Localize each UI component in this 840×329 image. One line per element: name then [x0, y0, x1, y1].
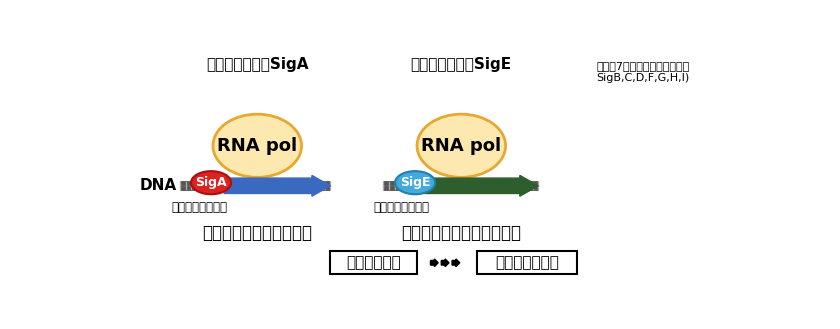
Text: RNA pol: RNA pol	[218, 137, 297, 155]
Text: プロモーター領域: プロモーター領域	[171, 201, 228, 214]
FancyArrow shape	[431, 259, 438, 266]
Text: DNA: DNA	[139, 178, 176, 193]
Ellipse shape	[213, 114, 302, 177]
Bar	[477, 251, 577, 274]
Text: プロモーター領域: プロモーター領域	[373, 201, 429, 214]
Ellipse shape	[395, 171, 435, 194]
FancyArrow shape	[441, 259, 449, 266]
Ellipse shape	[191, 171, 231, 194]
Text: SigB,C,D,F,G,H,I): SigB,C,D,F,G,H,I)	[596, 73, 690, 83]
Text: SigA: SigA	[195, 176, 227, 189]
Bar	[330, 251, 417, 274]
Text: SigE: SigE	[400, 176, 430, 189]
Ellipse shape	[417, 114, 506, 177]
Text: 糖分解に関する遺伝子など: 糖分解に関する遺伝子など	[402, 224, 522, 242]
Text: 主要シグマ因子SigA: 主要シグマ因子SigA	[206, 57, 308, 72]
Text: RNA pol: RNA pol	[421, 137, 501, 155]
Text: （他に7種類の代替シグマ因子: （他に7種類の代替シグマ因子	[596, 61, 690, 71]
Text: 代替シグマ因子SigE: 代替シグマ因子SigE	[411, 57, 512, 72]
FancyArrow shape	[424, 175, 538, 196]
Text: バイオプラ原料: バイオプラ原料	[495, 255, 559, 270]
Text: グリコーゲン: グリコーゲン	[346, 255, 401, 270]
Text: ハウスキーピング遺伝子: ハウスキーピング遺伝子	[202, 224, 312, 242]
FancyArrow shape	[452, 259, 459, 266]
FancyArrow shape	[224, 175, 330, 196]
